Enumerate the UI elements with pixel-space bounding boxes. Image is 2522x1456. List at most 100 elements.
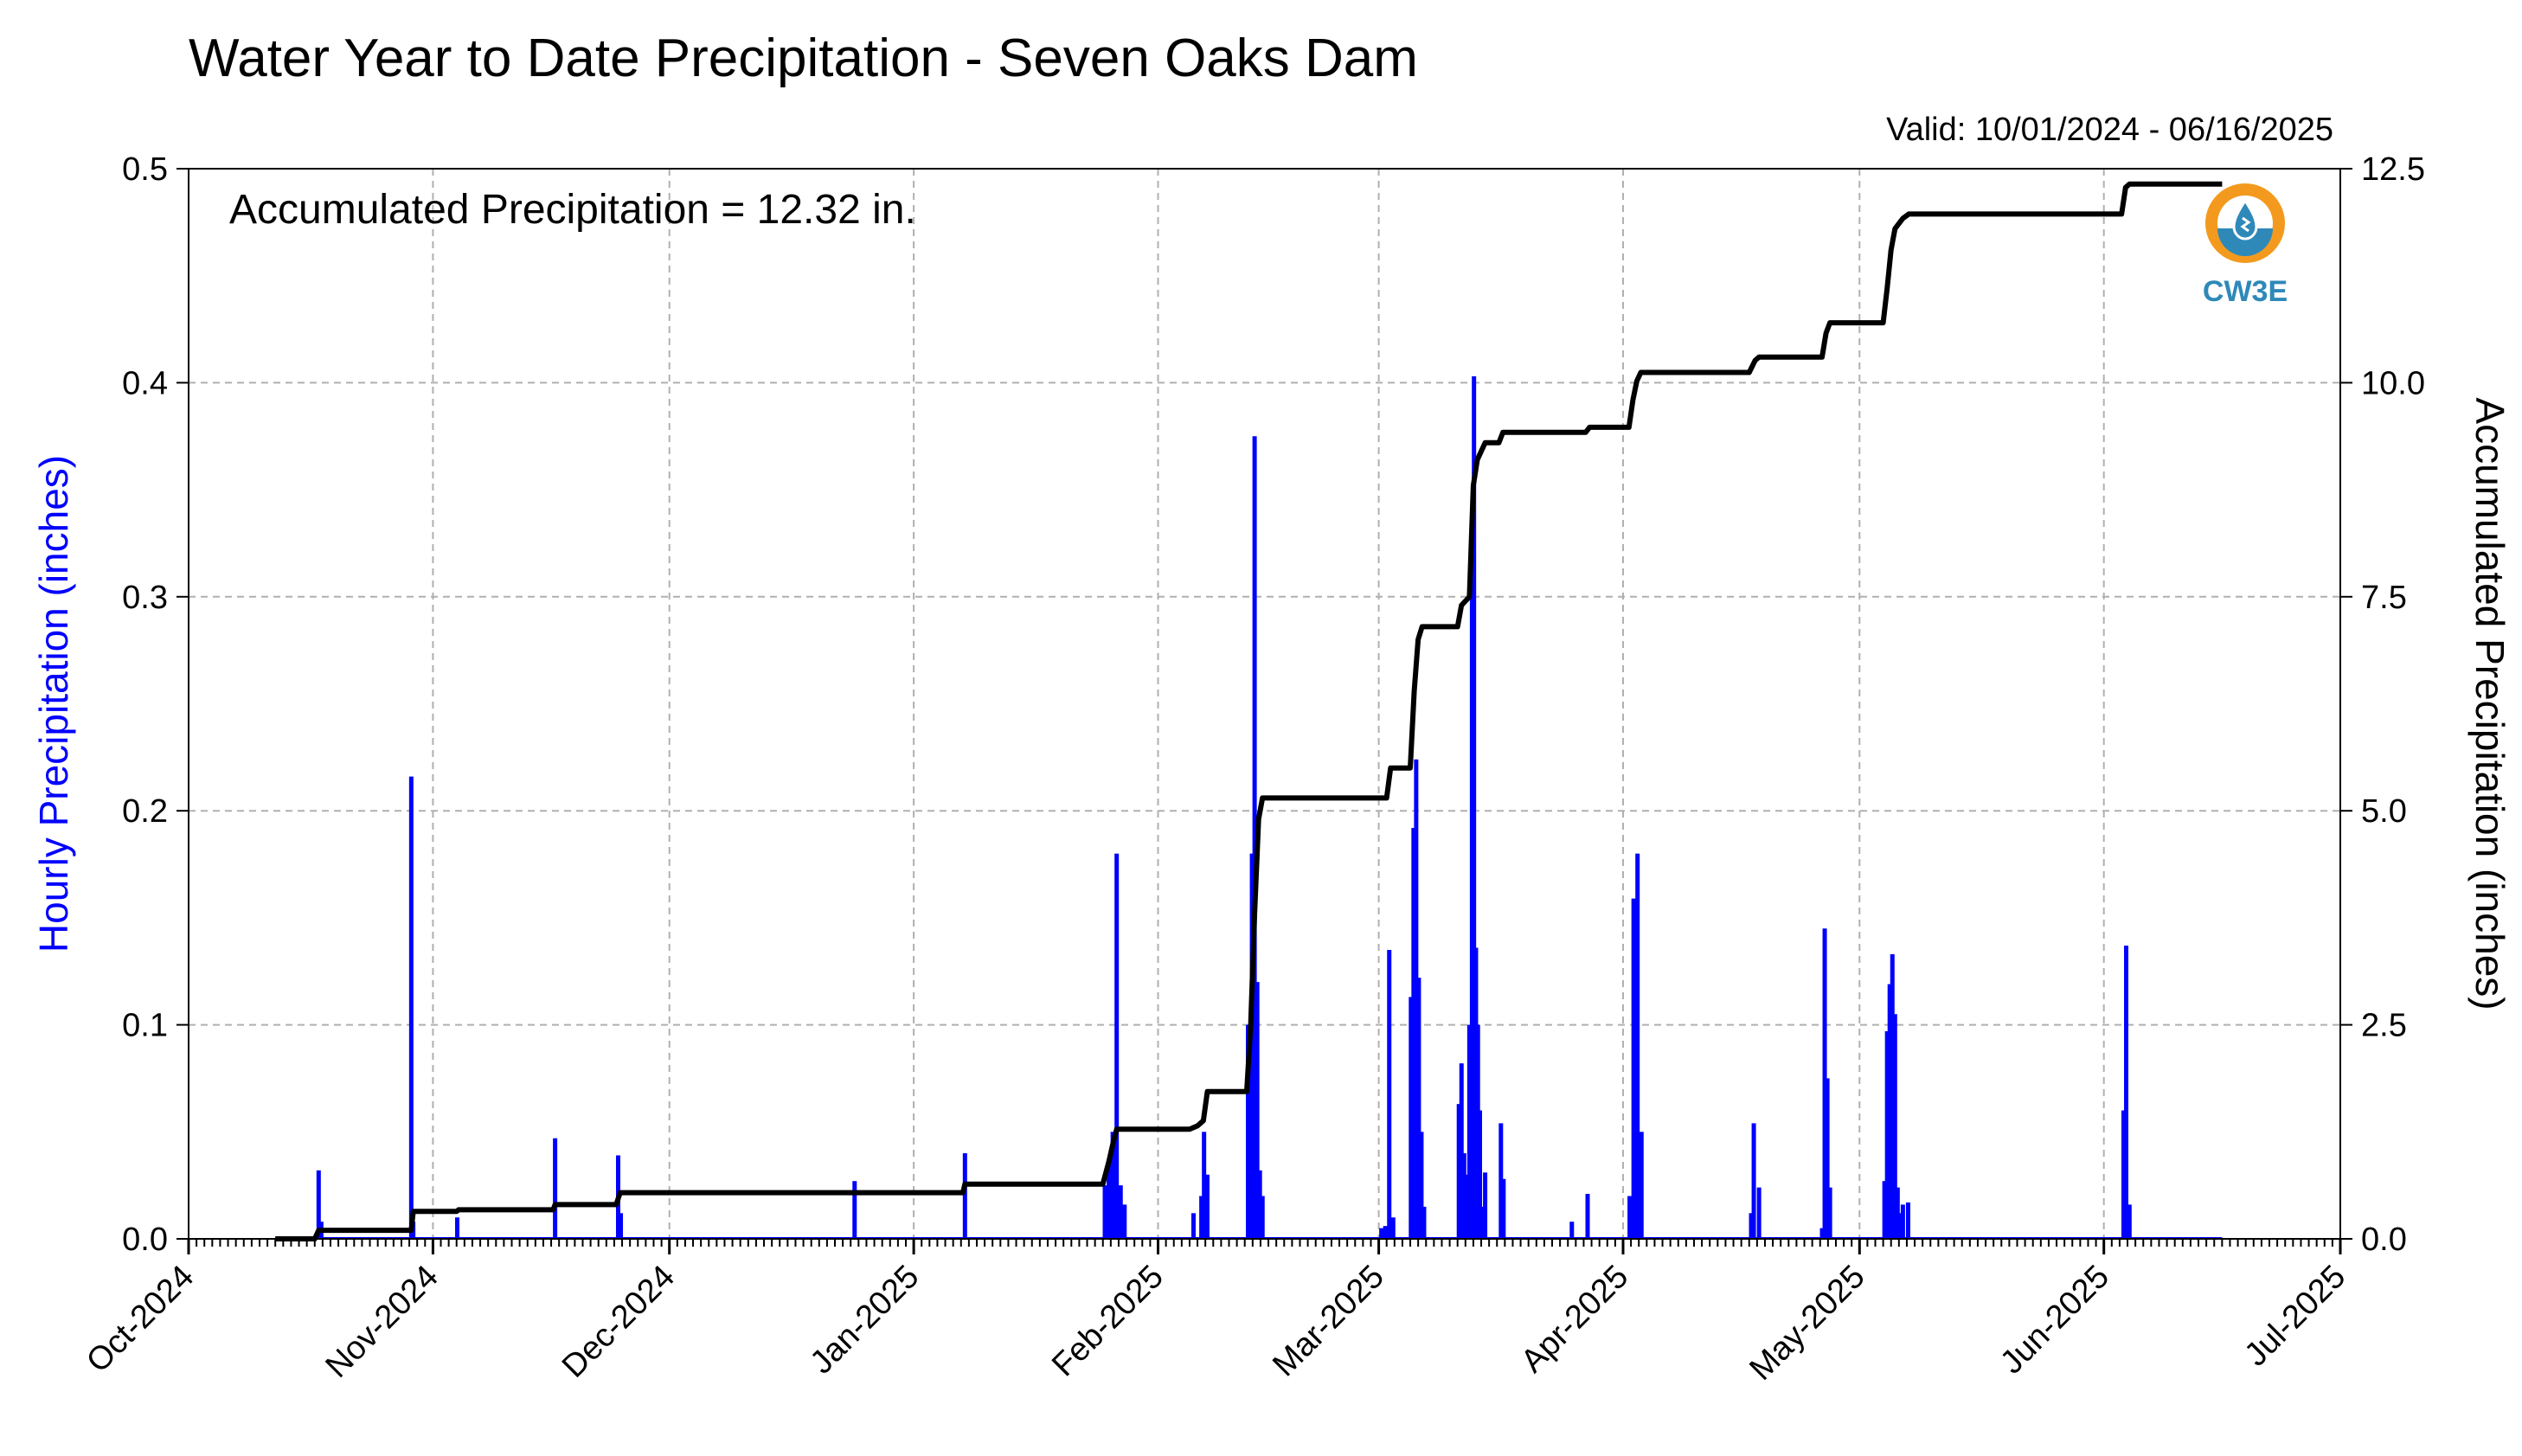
hourly-bar xyxy=(1827,1187,1832,1239)
hourly-bar xyxy=(1483,1172,1488,1239)
hourly-bar xyxy=(1822,928,1827,1239)
y-right-tick-label: 12.5 xyxy=(2361,151,2425,188)
accumulated-line xyxy=(275,181,2223,1241)
x-tick-label: Jul-2025 xyxy=(2238,1259,2353,1374)
logo-bolt xyxy=(2240,216,2251,233)
y-left-tick-label: 0.3 xyxy=(122,580,168,616)
hourly-bar xyxy=(1122,1204,1127,1239)
y-right-tick-label: 10.0 xyxy=(2361,365,2425,401)
cw3e-logo-icon: CW3E xyxy=(2203,183,2288,308)
y-right-tick-label: 5.0 xyxy=(2361,793,2407,830)
x-tick-label: Apr-2025 xyxy=(1514,1259,1635,1380)
y-left-tick-label: 0.4 xyxy=(122,365,168,401)
x-tick-label: Feb-2025 xyxy=(1045,1259,1171,1384)
hourly-bar xyxy=(1390,1217,1396,1239)
hourly-bar xyxy=(1472,375,1477,1239)
hourly-bar xyxy=(1466,1024,1472,1239)
hourly-bar xyxy=(2124,946,2129,1239)
hourly-bar xyxy=(1110,1132,1115,1239)
hourly-bar xyxy=(1890,953,1895,1239)
y-left-tick-label: 0.1 xyxy=(122,1008,168,1044)
hourly-bar xyxy=(1825,1078,1830,1239)
hourly-bar xyxy=(1498,1123,1504,1239)
hourly-bar xyxy=(1631,898,1636,1239)
hourly-bar xyxy=(1569,1222,1575,1239)
hourly-bar xyxy=(1260,1196,1265,1239)
hourly-bar xyxy=(1819,1228,1825,1239)
hourly-bar xyxy=(1459,1063,1464,1239)
hourly-bar xyxy=(1895,1187,1900,1239)
hourly-bar xyxy=(1199,1196,1204,1239)
hourly-bar xyxy=(2121,1110,2126,1239)
grid-lines xyxy=(189,169,2340,1239)
hourly-bar xyxy=(1882,1181,1887,1239)
hourly-bar xyxy=(1246,1024,1251,1239)
hourly-bar xyxy=(1257,1170,1262,1239)
hourly-bars xyxy=(275,375,2223,1239)
hourly-bar xyxy=(454,1217,459,1239)
y-left-tick-label: 0.0 xyxy=(122,1222,168,1258)
hourly-bar xyxy=(1635,853,1640,1239)
hourly-bar xyxy=(1639,1132,1644,1239)
hourly-bar xyxy=(1751,1123,1756,1239)
hourly-bar xyxy=(1118,1185,1123,1239)
x-tick-label: May-2025 xyxy=(1742,1259,1871,1388)
hourly-bar xyxy=(1905,1202,1910,1239)
y-right-tick-label: 0.0 xyxy=(2361,1222,2407,1258)
hourly-bar xyxy=(1456,1104,1461,1239)
y-left-tick-label: 0.2 xyxy=(122,793,168,830)
hourly-bar xyxy=(1107,1164,1112,1239)
hourly-bar xyxy=(316,1170,321,1239)
hourly-bar xyxy=(1900,1204,1905,1239)
hourly-bar xyxy=(1204,1174,1210,1239)
hourly-bar xyxy=(1887,984,1892,1239)
x-tick-label: Mar-2025 xyxy=(1266,1259,1391,1384)
hourly-bar xyxy=(852,1181,857,1239)
hourly-bar xyxy=(619,1213,624,1239)
hourly-bar xyxy=(1478,1110,1483,1239)
y-right-axis-label: Accumulated Precipitation (inches) xyxy=(2467,397,2512,1010)
hourly-bar xyxy=(1464,1174,1469,1239)
hourly-bar xyxy=(1114,853,1120,1239)
logo-water xyxy=(2217,228,2273,256)
hourly-bar xyxy=(1756,1187,1762,1239)
y-left-axis-label: Hourly Precipitation (inches) xyxy=(31,455,76,952)
accumulated-annotation: Accumulated Precipitation = 12.32 in. xyxy=(229,187,916,233)
hourly-bar xyxy=(1749,1213,1754,1239)
logo-text: CW3E xyxy=(2203,275,2288,308)
hourly-bar xyxy=(1892,1014,1897,1239)
hourly-bar xyxy=(1480,1206,1486,1239)
hourly-bar xyxy=(1585,1194,1590,1239)
hourly-bar xyxy=(1419,1132,1424,1239)
hourly-bar xyxy=(1202,1132,1207,1239)
x-tick-label: Oct-2024 xyxy=(80,1259,201,1380)
y-left-tick-label: 0.5 xyxy=(122,151,168,188)
x-tick-label: Nov-2024 xyxy=(319,1259,446,1385)
hourly-bar xyxy=(1409,997,1414,1239)
hourly-bar xyxy=(1255,982,1260,1239)
hourly-bar xyxy=(1383,1226,1388,1239)
hourly-bar xyxy=(553,1138,558,1239)
x-tick-label: Dec-2024 xyxy=(555,1259,682,1385)
plot-frame xyxy=(188,168,2341,1240)
chart-title: Water Year to Date Precipitation - Seven… xyxy=(189,29,1418,88)
hourly-bar xyxy=(1416,978,1421,1239)
hourly-bar xyxy=(1421,1206,1427,1239)
valid-date-range: Valid: 10/01/2024 - 06/16/2025 xyxy=(1886,112,2333,148)
hourly-bar xyxy=(1627,1196,1633,1239)
hourly-bar xyxy=(962,1153,967,1239)
x-tick-label: Jun-2025 xyxy=(1993,1259,2116,1382)
hourly-bar xyxy=(1387,950,1392,1239)
hourly-bar xyxy=(1252,436,1257,1239)
accumulated-line-group xyxy=(275,181,2223,1241)
hourly-bar xyxy=(1501,1178,1506,1239)
hourly-bar xyxy=(2127,1204,2132,1239)
y-right-tick-label: 2.5 xyxy=(2361,1008,2407,1044)
hourly-bar xyxy=(1461,1153,1466,1239)
hourly-bar xyxy=(1191,1213,1197,1239)
hourly-bar xyxy=(408,776,414,1239)
axes: Oct-2024 Nov-2024 Dec-2024 Jan-2025 Feb-2025… xyxy=(31,151,2512,1388)
hourly-bar xyxy=(1411,827,1416,1239)
hourly-bar xyxy=(1414,759,1419,1239)
hourly-bar xyxy=(1897,1213,1903,1239)
